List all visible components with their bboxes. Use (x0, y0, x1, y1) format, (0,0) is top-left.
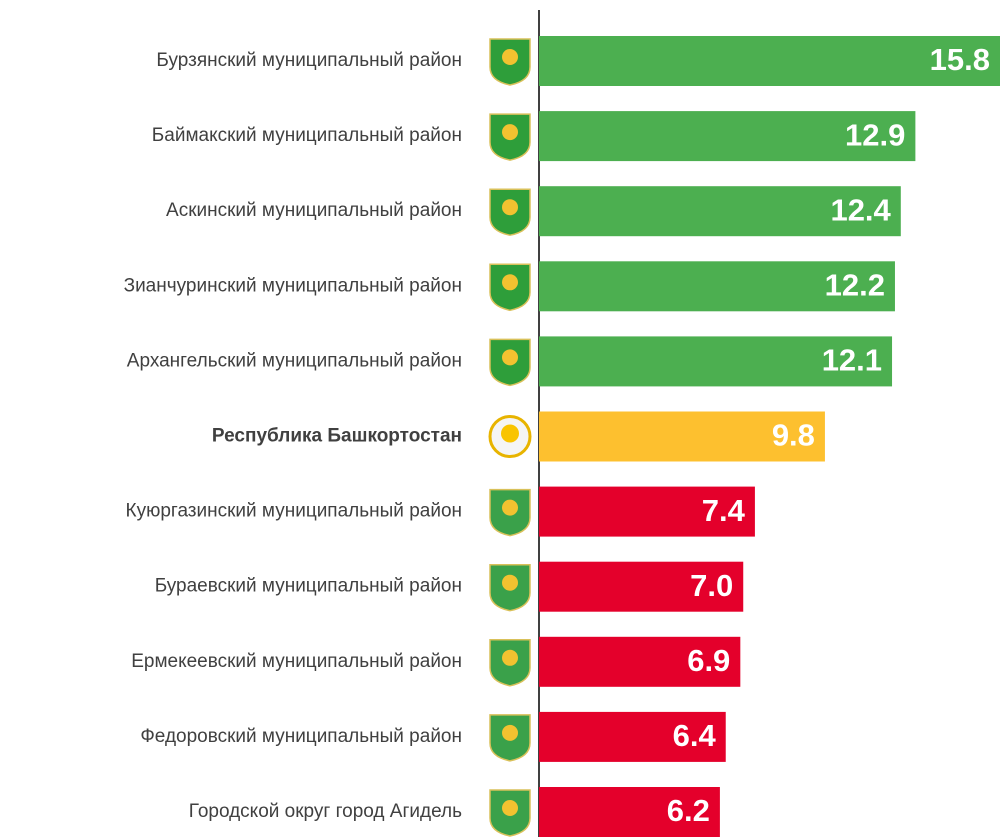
value-label: 6.2 (667, 793, 710, 828)
category-label: Архангельский муниципальный район (127, 350, 462, 371)
category-label: Республика Башкортостан (212, 426, 462, 447)
emblem-detail (502, 574, 518, 591)
value-label: 6.4 (673, 718, 717, 753)
category-label: Федоровский муниципальный район (140, 726, 462, 747)
emblem-detail (502, 49, 518, 65)
category-label: Бураевский муниципальный район (155, 576, 462, 597)
category-label: Бурзянский муниципальный район (156, 50, 462, 71)
emblem-detail (502, 199, 518, 216)
category-label: Ермекеевский муниципальный район (131, 651, 462, 672)
value-label: 12.4 (830, 192, 891, 227)
bar (539, 711, 726, 762)
bar (539, 336, 893, 387)
bar (539, 111, 916, 162)
value-label: 12.1 (822, 343, 882, 378)
emblem-detail (502, 274, 518, 291)
bar (539, 411, 825, 462)
value-label: 9.8 (772, 418, 815, 453)
emblem-detail (501, 424, 519, 443)
bar (539, 186, 901, 237)
bar (539, 261, 895, 312)
value-label: 6.9 (687, 643, 730, 678)
emblem-detail (502, 124, 518, 141)
emblem-detail (502, 800, 518, 816)
bar (539, 486, 755, 537)
category-label: Городской округ город Агидель (189, 801, 462, 822)
bar (539, 36, 1000, 86)
category-label: Баймакский муниципальный район (152, 125, 462, 146)
bar (539, 561, 744, 612)
bar (539, 636, 741, 687)
category-label: Куюргазинский муниципальный район (126, 501, 462, 522)
emblem-detail (502, 724, 518, 741)
emblem-detail (502, 499, 518, 516)
value-label: 12.9 (845, 117, 905, 152)
value-label: 7.0 (690, 568, 733, 603)
value-label: 7.4 (702, 493, 746, 528)
bar (539, 787, 720, 837)
value-label: 12.2 (825, 267, 885, 302)
emblem-detail (502, 649, 518, 666)
category-label: Аскинский муниципальный район (166, 200, 462, 221)
category-label: Зианчуринский муниципальный район (124, 275, 462, 296)
emblem-detail (502, 349, 518, 366)
value-label: 15.8 (930, 42, 990, 77)
